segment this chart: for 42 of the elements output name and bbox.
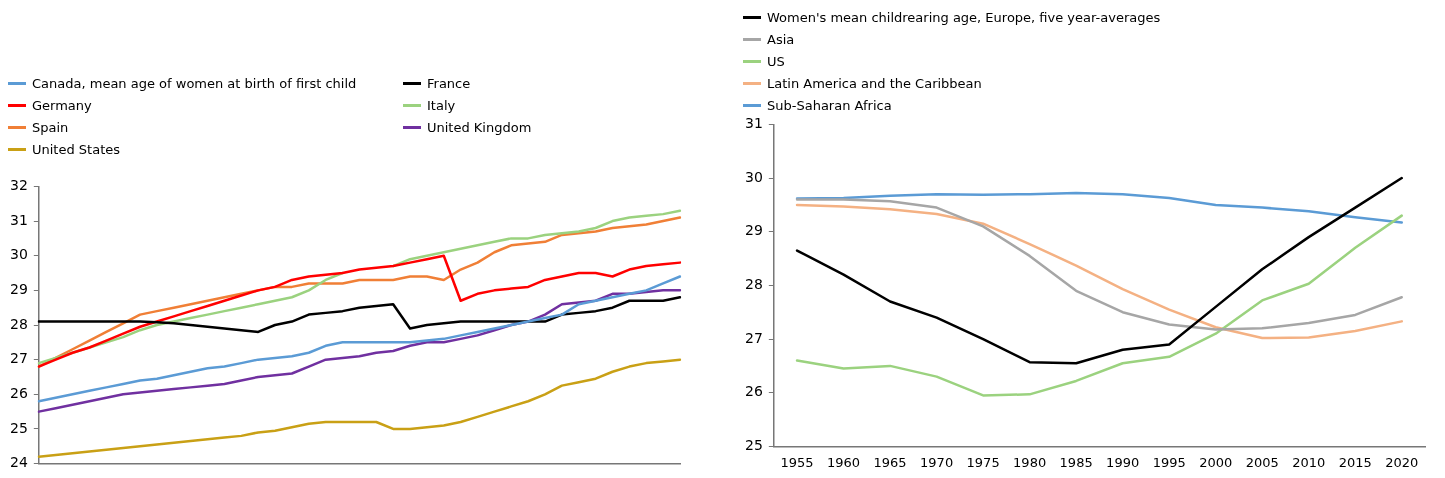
legend-label: Women's mean childrearing age, Europe, five year-averages xyxy=(767,9,1161,25)
legend-label: Canada, mean age of women at birth of first child xyxy=(32,75,357,91)
legend-label: Asia xyxy=(767,31,795,47)
x-tick-label: 1965 xyxy=(873,454,907,470)
y-tick-label: 26 xyxy=(744,383,763,400)
legend-label: US xyxy=(767,53,785,69)
x-tick-label: 2020 xyxy=(1385,454,1419,470)
legend-label: Italy xyxy=(427,97,456,113)
x-tick-label: 2005 xyxy=(1245,454,1279,470)
legend-label: United Kingdom xyxy=(427,119,532,135)
x-tick-label: 1955 xyxy=(780,454,814,470)
x-tick-label: 2010 xyxy=(1292,454,1326,470)
legend-label: Spain xyxy=(32,119,69,135)
y-tick-label: 29 xyxy=(9,280,28,297)
y-tick-label: 30 xyxy=(744,168,763,185)
legend-label: Germany xyxy=(32,97,92,113)
y-tick-label: 28 xyxy=(9,315,28,332)
legend-label: United States xyxy=(32,141,121,157)
x-tick-label: 1975 xyxy=(966,454,1000,470)
y-tick-label: 26 xyxy=(9,384,28,401)
y-tick-label: 30 xyxy=(9,246,28,263)
y-tick-label: 25 xyxy=(744,437,763,454)
x-tick-label: 2000 xyxy=(1199,454,1233,470)
y-tick-label: 29 xyxy=(744,222,763,239)
x-tick-label: 2015 xyxy=(1338,454,1372,470)
y-tick-label: 28 xyxy=(744,276,763,293)
y-tick-label: 31 xyxy=(744,115,763,132)
y-tick-label: 32 xyxy=(9,177,28,194)
x-tick-label: 1995 xyxy=(1152,454,1186,470)
x-tick-label: 1990 xyxy=(1106,454,1140,470)
y-tick-label: 31 xyxy=(9,211,28,228)
legend-label: France xyxy=(427,75,471,91)
legend-label: Sub-Saharan Africa xyxy=(767,97,892,113)
x-tick-label: 1985 xyxy=(1059,454,1093,470)
y-tick-label: 27 xyxy=(9,350,28,367)
x-tick-label: 1960 xyxy=(827,454,861,470)
x-tick-label: 1970 xyxy=(920,454,954,470)
y-tick-label: 27 xyxy=(744,329,763,346)
y-tick-label: 24 xyxy=(9,454,28,471)
y-tick-label: 25 xyxy=(9,419,28,436)
legend-label: Latin America and the Caribbean xyxy=(767,75,982,91)
x-tick-label: 1980 xyxy=(1013,454,1047,470)
